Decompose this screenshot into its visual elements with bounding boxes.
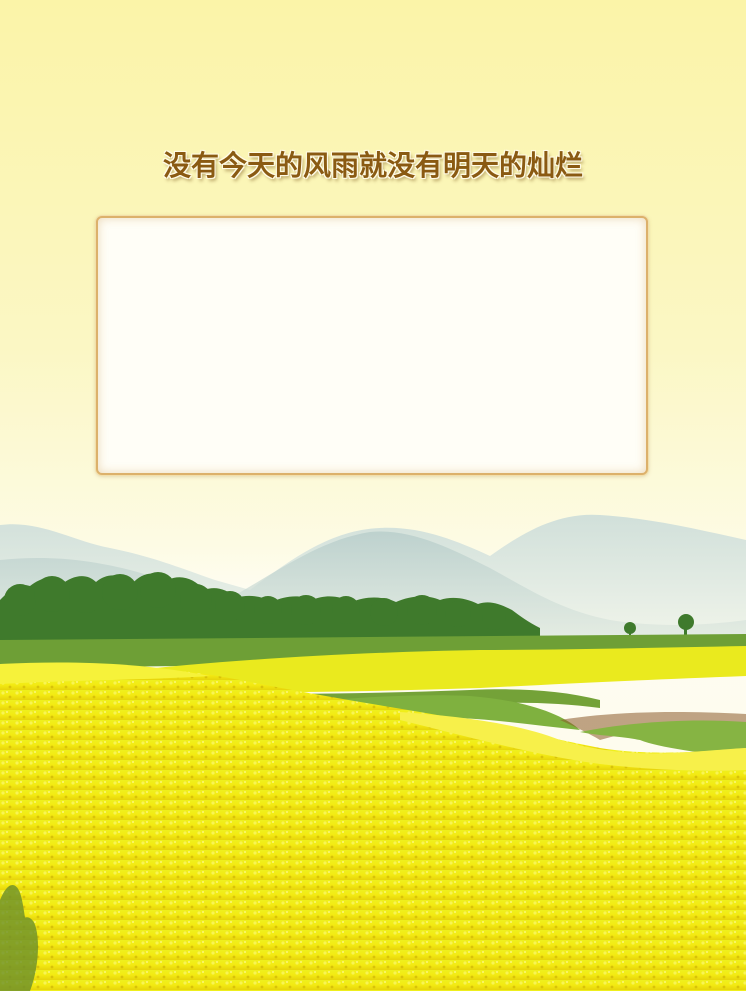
headline-slogan: 没有今天的风雨就没有明天的灿烂: [162, 149, 583, 182]
foreground-foliage: [0, 885, 38, 991]
tree-line: [0, 572, 694, 645]
rapeseed-field: [0, 663, 746, 991]
content-frame: [96, 216, 648, 475]
